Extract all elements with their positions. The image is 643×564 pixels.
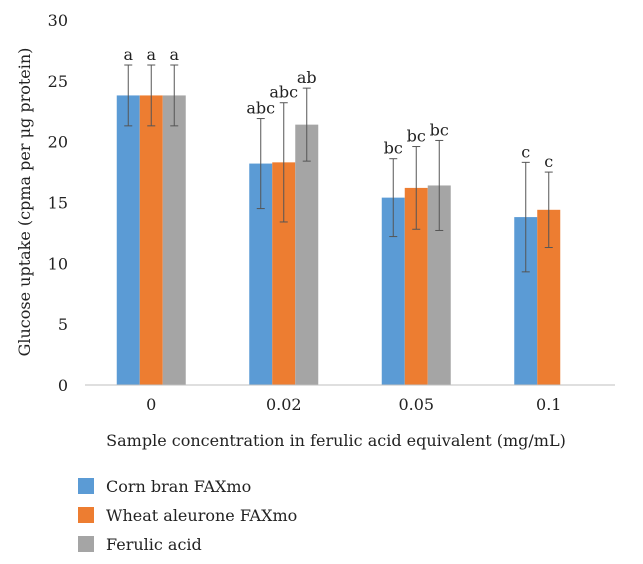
significance-label: bc <box>384 139 403 158</box>
x-tick-label: 0 <box>146 395 156 414</box>
error-bar <box>412 146 421 230</box>
y-tick-label: 20 <box>48 133 68 152</box>
legend: Corn bran FAXmo Wheat aleurone FAXmo Ferul… <box>78 477 297 554</box>
error-bar <box>256 118 265 210</box>
significance-label: c <box>544 152 553 171</box>
legend-swatch <box>78 507 94 523</box>
error-bar <box>302 87 311 162</box>
bar <box>537 209 561 385</box>
legend-swatch <box>78 478 94 494</box>
error-bar <box>170 64 179 127</box>
error-bar <box>124 64 133 127</box>
significance-label: a <box>123 45 133 64</box>
legend-label: Ferulic acid <box>106 535 202 554</box>
y-tick-label: 15 <box>48 194 68 213</box>
bar <box>249 163 273 385</box>
error-bar <box>435 139 444 231</box>
significance-label: a <box>169 45 179 64</box>
x-axis-title: Sample concentration in ferulic acid equ… <box>106 431 566 450</box>
bar <box>139 95 163 385</box>
legend-item: Corn bran FAXmo <box>78 477 251 496</box>
significance-label: c <box>521 142 530 161</box>
bar <box>162 95 186 385</box>
y-axis-title: Glucose uptake (cpma per μg protein) <box>15 48 34 357</box>
legend-label: Wheat aleurone FAXmo <box>106 506 297 525</box>
x-tick-label: 0.02 <box>266 395 302 414</box>
error-bar <box>521 161 530 273</box>
bar <box>404 187 428 385</box>
y-tick-label: 30 <box>48 11 68 30</box>
y-tick-label: 5 <box>58 315 68 334</box>
y-axis-ticks: 0 5 10 15 20 25 30 <box>48 11 68 395</box>
error-bar <box>544 171 553 249</box>
significance-label: abc <box>269 83 298 102</box>
bar <box>295 124 319 385</box>
bar <box>381 197 405 385</box>
bar <box>272 162 296 385</box>
error-bar <box>147 64 156 127</box>
significance-label: bc <box>407 127 426 146</box>
x-tick-label: 0.05 <box>398 395 434 414</box>
significance-label: bc <box>430 120 449 139</box>
x-tick-label: 0.1 <box>536 395 561 414</box>
error-bar <box>279 102 288 223</box>
y-tick-label: 0 <box>58 376 68 395</box>
legend-swatch <box>78 536 94 552</box>
bar <box>514 217 538 385</box>
x-axis-ticks: 0 0.02 0.05 0.1 <box>146 395 561 414</box>
bar <box>116 95 140 385</box>
legend-item: Ferulic acid <box>78 535 202 554</box>
legend-item: Wheat aleurone FAXmo <box>78 506 297 525</box>
bar <box>427 185 451 385</box>
legend-label: Corn bran FAXmo <box>106 477 251 496</box>
y-tick-label: 25 <box>48 72 68 91</box>
significance-label: a <box>146 45 156 64</box>
significance-label: ab <box>297 68 317 87</box>
error-bar <box>389 158 398 238</box>
y-tick-label: 10 <box>48 254 68 273</box>
significance-label: abc <box>246 99 275 118</box>
